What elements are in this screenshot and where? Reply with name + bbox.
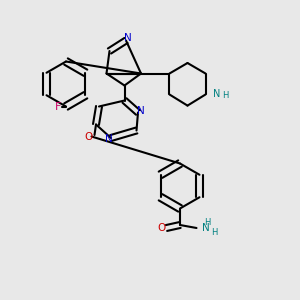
Text: O: O	[158, 223, 166, 233]
Text: N: N	[124, 33, 131, 43]
Text: N: N	[202, 223, 210, 233]
Text: O: O	[84, 131, 93, 142]
Text: H: H	[223, 91, 229, 100]
Text: F: F	[55, 101, 62, 112]
Text: N: N	[105, 134, 112, 145]
Text: H: H	[212, 228, 218, 237]
Text: N: N	[137, 106, 145, 116]
Text: N: N	[213, 89, 220, 100]
Text: H: H	[204, 218, 210, 227]
